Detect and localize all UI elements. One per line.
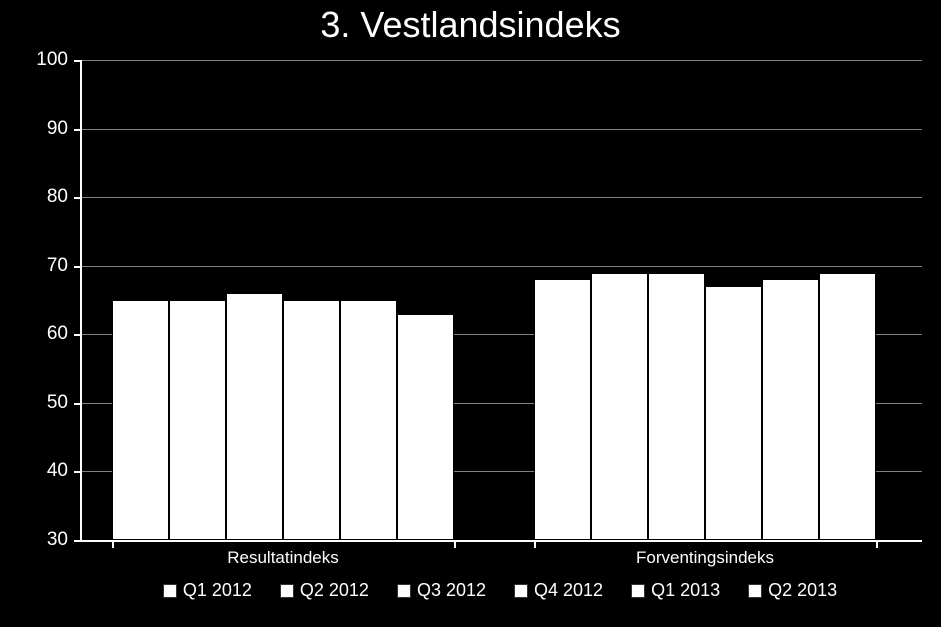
x-tick — [876, 540, 878, 548]
legend-label: Q2 2012 — [300, 580, 369, 601]
gridline — [82, 129, 922, 130]
legend-label: Q1 2012 — [183, 580, 252, 601]
bar — [705, 286, 762, 540]
y-tick-label: 30 — [47, 529, 68, 551]
legend-label: Q4 2012 — [534, 580, 603, 601]
bar — [169, 300, 226, 540]
legend-item: Q1 2012 — [163, 580, 252, 601]
legend-swatch — [163, 584, 177, 598]
legend-label: Q1 2013 — [651, 580, 720, 601]
y-tick — [74, 266, 82, 268]
y-tick — [74, 197, 82, 199]
y-tick-label: 60 — [47, 323, 68, 345]
legend-item: Q1 2013 — [631, 580, 720, 601]
y-tick-label: 90 — [47, 118, 68, 140]
x-category-label: Forventingsindeks — [636, 548, 774, 568]
bar — [226, 293, 283, 540]
legend-swatch — [397, 584, 411, 598]
legend-swatch — [280, 584, 294, 598]
legend-swatch — [748, 584, 762, 598]
legend-swatch — [631, 584, 645, 598]
y-tick-label: 70 — [47, 255, 68, 277]
y-tick — [74, 540, 82, 542]
legend-label: Q2 2013 — [768, 580, 837, 601]
y-tick — [74, 60, 82, 62]
y-tick-label: 50 — [47, 392, 68, 414]
bar — [340, 300, 397, 540]
legend-item: Q3 2012 — [397, 580, 486, 601]
legend-label: Q3 2012 — [417, 580, 486, 601]
y-tick — [74, 471, 82, 473]
bar — [819, 273, 876, 540]
legend-item: Q2 2013 — [748, 580, 837, 601]
legend-item: Q2 2012 — [280, 580, 369, 601]
y-tick-label: 40 — [47, 460, 68, 482]
bar — [397, 314, 454, 540]
y-tick-label: 80 — [47, 186, 68, 208]
x-tick — [112, 540, 114, 548]
bar — [534, 279, 591, 540]
bar — [112, 300, 169, 540]
chart-title: 3. Vestlandsindeks — [0, 4, 941, 46]
x-tick — [534, 540, 536, 548]
x-tick — [454, 540, 456, 548]
gridline — [82, 60, 922, 61]
legend-swatch — [514, 584, 528, 598]
bar — [648, 273, 705, 540]
legend-item: Q4 2012 — [514, 580, 603, 601]
y-tick — [74, 334, 82, 336]
bar — [283, 300, 340, 540]
gridline — [82, 197, 922, 198]
bar — [591, 273, 648, 540]
plot-area: 30405060708090100 ResultatindeksForventi… — [80, 60, 922, 542]
bar — [762, 279, 819, 540]
legend: Q1 2012 Q2 2012 Q3 2012 Q4 2012 Q1 2013 Q2 20… — [80, 580, 920, 601]
y-tick — [74, 129, 82, 131]
x-category-label: Resultatindeks — [227, 548, 339, 568]
y-tick — [74, 403, 82, 405]
y-tick-label: 100 — [36, 49, 68, 71]
gridline — [82, 266, 922, 267]
